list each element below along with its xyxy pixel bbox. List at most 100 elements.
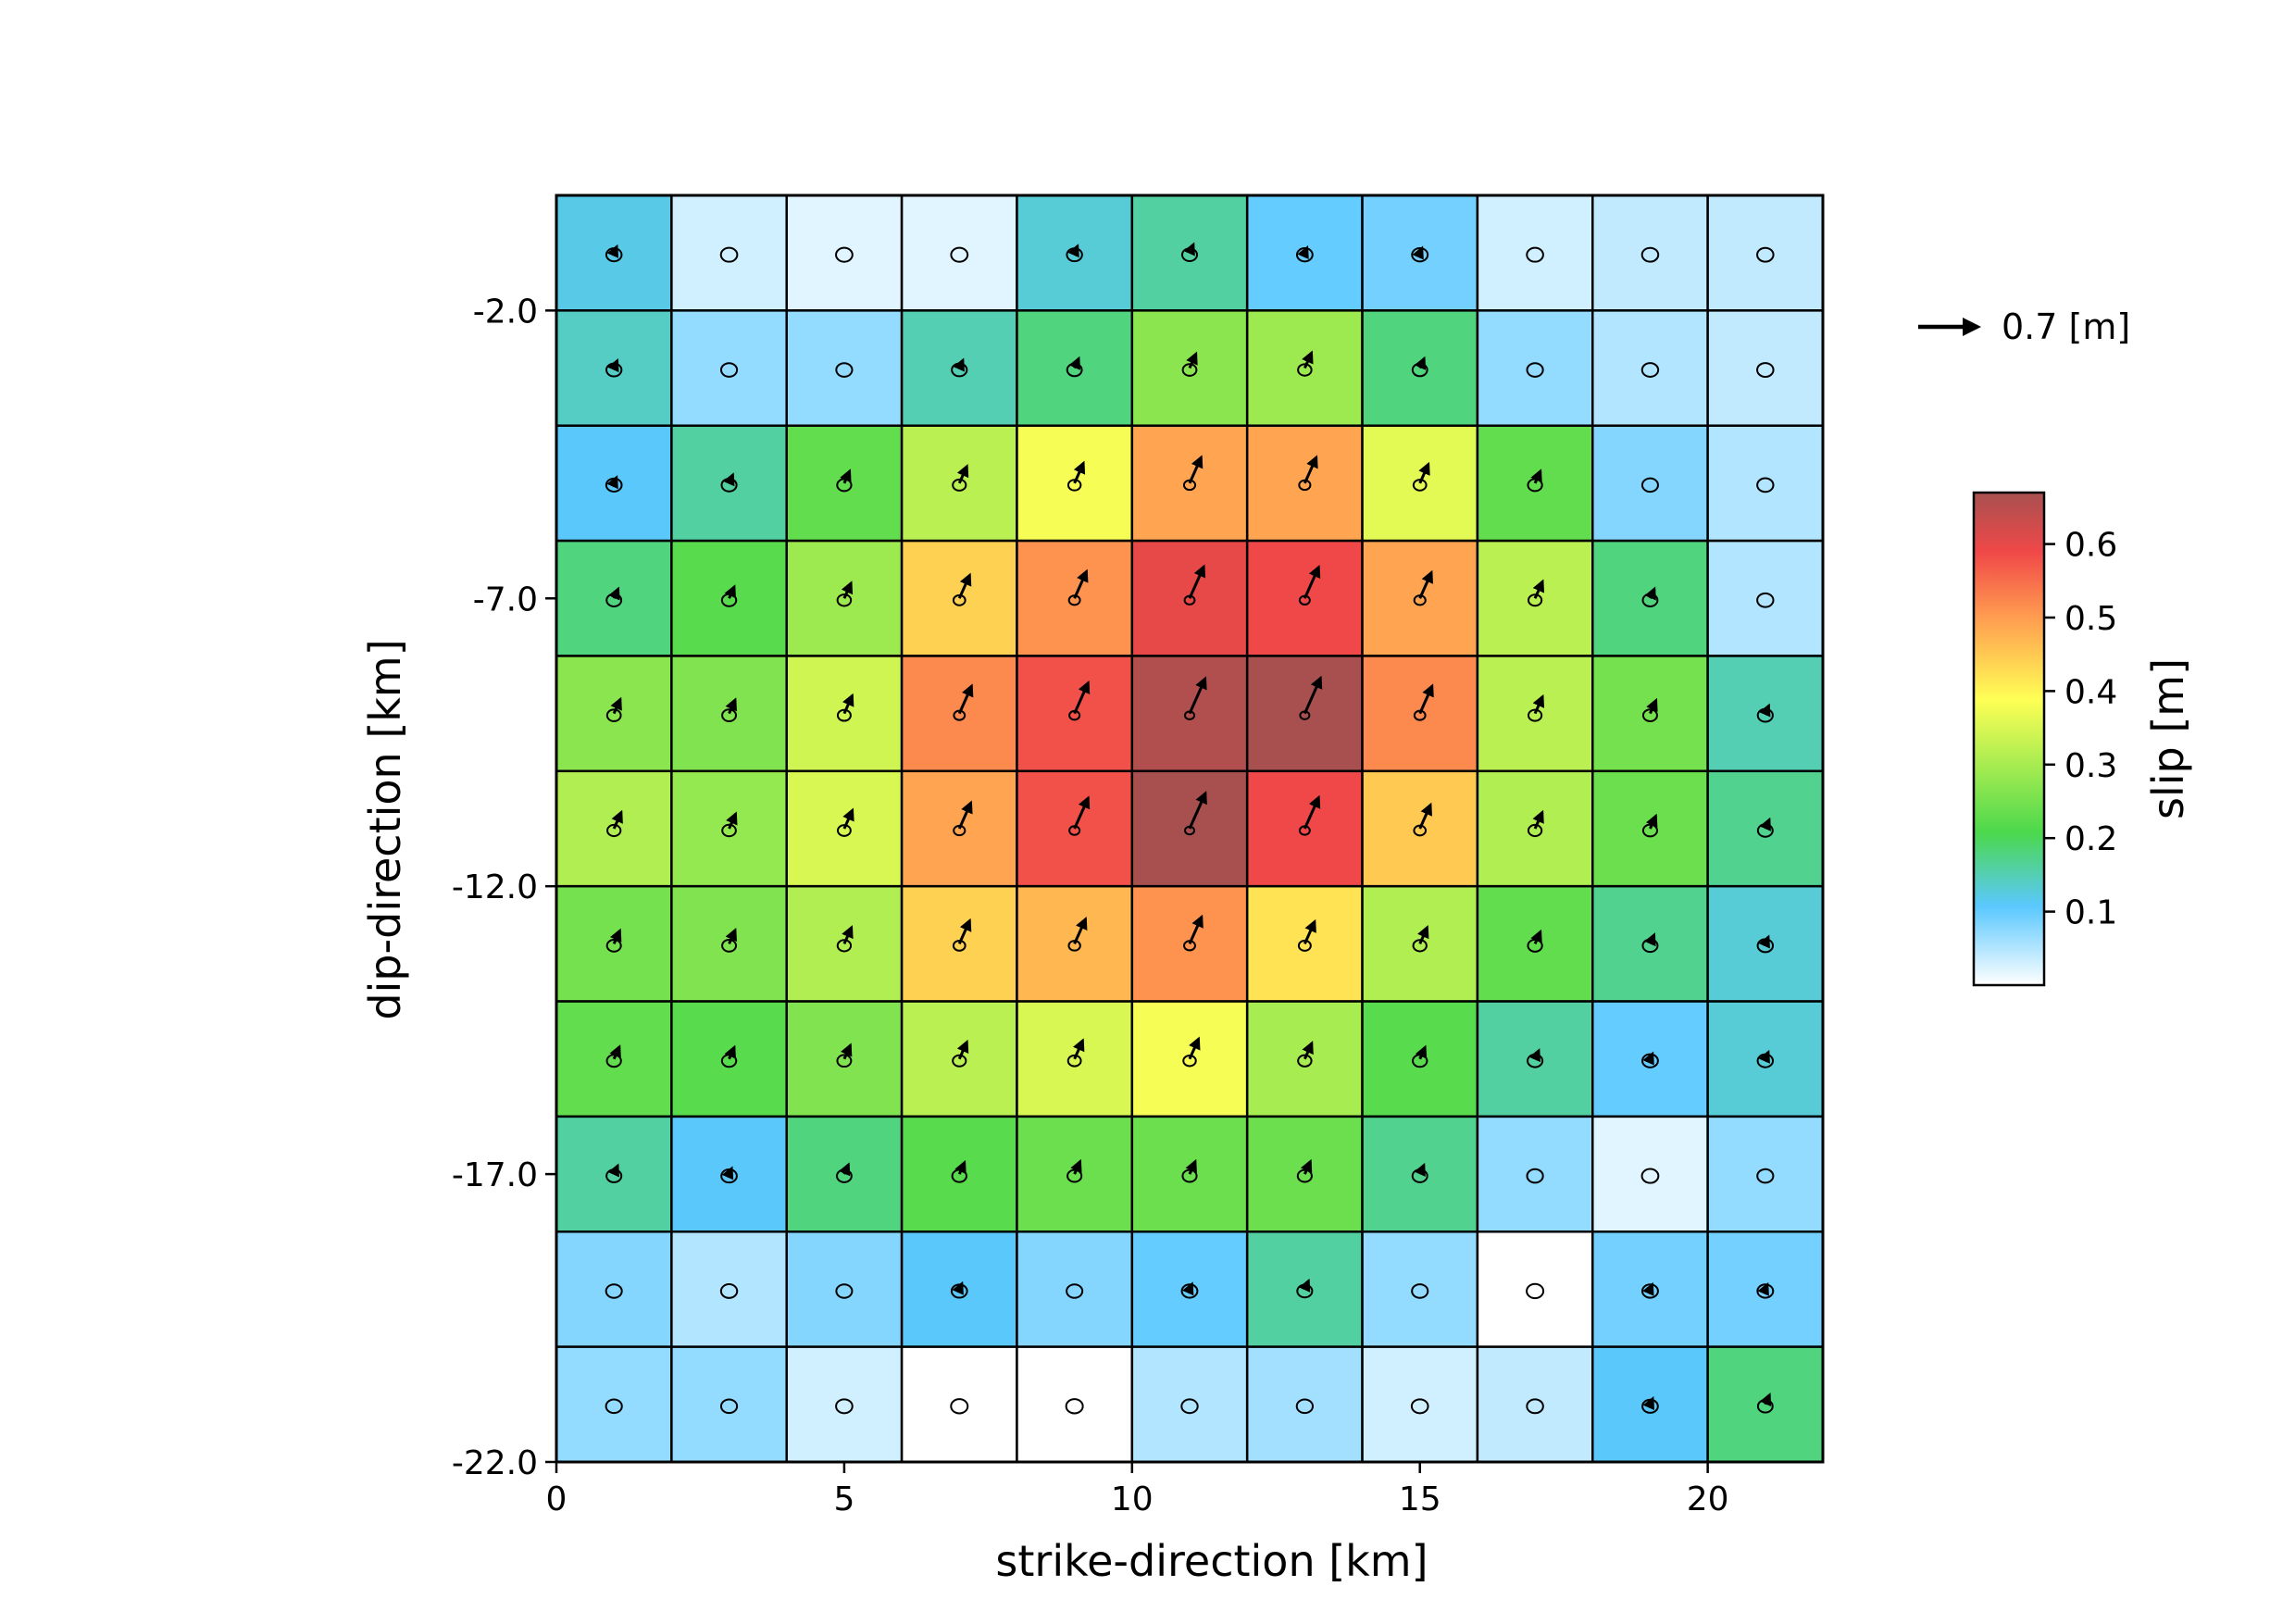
- slip-vector: [1186, 351, 1198, 369]
- heatmap-cell: [1476, 884, 1594, 1003]
- slip-vector: [838, 1162, 851, 1177]
- slip-vector: [606, 475, 618, 490]
- slip-vector: [724, 1044, 736, 1060]
- heatmap-cell: [1245, 539, 1364, 657]
- heatmap-cell: [1361, 1230, 1479, 1348]
- x-tick-label: 10: [1111, 1480, 1154, 1518]
- heatmap-cell: [1476, 1000, 1594, 1118]
- slip-ellipse: [1756, 246, 1775, 263]
- heatmap-cell: [555, 1230, 673, 1348]
- heatmap-cell: [1476, 769, 1594, 888]
- slip-vector: [1068, 356, 1080, 370]
- slip-vector: [1067, 244, 1079, 258]
- colorbar-label: slip [m]: [2143, 658, 2193, 819]
- slip-ellipse: [1640, 246, 1660, 263]
- slip-ellipse: [835, 246, 854, 263]
- slip-vector: [1644, 932, 1656, 947]
- heatmap-cell: [1245, 1230, 1364, 1348]
- slip-vector: [610, 696, 622, 715]
- slip-vector: [1298, 1278, 1311, 1293]
- slip-vector: [1303, 675, 1323, 715]
- slip-vector: [1073, 916, 1088, 944]
- slip-vectors: [605, 242, 1775, 1415]
- slip-ellipse: [1640, 1168, 1660, 1184]
- slip-vector: [1642, 1396, 1655, 1411]
- heatmap-cell: [1476, 309, 1594, 427]
- x-tick-label: 15: [1399, 1480, 1441, 1518]
- slip-vector: [606, 244, 619, 258]
- slip-vector: [1070, 1158, 1082, 1175]
- heatmap-cell: [1706, 1230, 1825, 1348]
- heatmap-cell: [900, 194, 1018, 312]
- slip-vector: [1297, 244, 1309, 260]
- slip-vector: [1188, 1036, 1201, 1060]
- heatmap-cell: [1016, 1230, 1134, 1348]
- slip-ellipse: [605, 1283, 623, 1299]
- slip-vector: [1418, 802, 1432, 830]
- slip-ellipse: [1526, 1168, 1544, 1184]
- slip-ellipse: [1640, 362, 1660, 378]
- heatmap-cell: [1361, 1345, 1479, 1464]
- slip-vector: [1073, 460, 1086, 484]
- slip-ellipse: [836, 708, 852, 722]
- slip-ellipse: [1066, 1054, 1082, 1068]
- y-axis-ticks: -2.0 -7.0 -12.0 -17.0 -22.0: [452, 293, 556, 1482]
- heatmap-cell: [1016, 1345, 1134, 1464]
- slip-vector: [1414, 1162, 1426, 1177]
- slip-vector: [607, 1163, 620, 1178]
- slip-vector: [611, 809, 623, 830]
- slip-ellipse: [606, 823, 622, 838]
- slip-ellipse: [1411, 1283, 1429, 1299]
- slip-ellipse: [1526, 362, 1544, 378]
- heatmap-cell: [785, 1230, 904, 1348]
- slip-vector: [1759, 703, 1771, 718]
- slip-ellipse: [836, 824, 852, 837]
- slip-ellipse: [1528, 593, 1543, 607]
- slip-ellipse: [1756, 477, 1775, 493]
- heatmap-cell: [670, 1230, 788, 1348]
- slip-ellipse: [1756, 592, 1775, 608]
- slip-ellipse: [952, 478, 967, 492]
- x-tick-label: 0: [546, 1480, 568, 1518]
- x-tick-label: 20: [1687, 1480, 1729, 1518]
- slip-vector: [840, 1043, 853, 1060]
- slip-vector: [956, 464, 969, 484]
- slip-vector: [1188, 914, 1204, 944]
- slip-vector: [721, 1166, 734, 1181]
- slip-vector: [1646, 813, 1658, 830]
- slip-vector: [957, 800, 973, 830]
- slip-vector: [1532, 693, 1545, 715]
- slip-vector: [1759, 1393, 1772, 1407]
- slip-vector: [840, 468, 852, 484]
- plot-frame: [555, 194, 1825, 1464]
- slip-vector: [1417, 925, 1429, 944]
- slip-ellipse: [1756, 1168, 1775, 1184]
- heatmap-cell: [1245, 884, 1364, 1003]
- slip-ellipse: [950, 1398, 969, 1415]
- slip-vector: [1758, 1049, 1770, 1064]
- slip-ellipse: [719, 362, 739, 378]
- slip-vector: [609, 928, 622, 944]
- y-axis-title: dip-direction [km]: [360, 639, 410, 1019]
- slip-vector: [1185, 1158, 1197, 1175]
- heatmap-cell: [1706, 309, 1825, 427]
- colorbar-tick-label: 0.6: [2064, 527, 2117, 565]
- slip-vector: [1300, 1158, 1313, 1175]
- heatmap-cell: [1706, 655, 1825, 773]
- slip-vector: [1642, 1281, 1654, 1296]
- slip-vector: [1530, 929, 1542, 944]
- slip-vector: [1532, 579, 1545, 599]
- heatmap-cell: [900, 1345, 1018, 1464]
- slip-ellipse: [835, 1398, 854, 1415]
- slip-ellipse: [1182, 1055, 1197, 1068]
- slip-ellipse: [719, 1398, 739, 1415]
- slip-vector: [1758, 934, 1770, 949]
- heatmap-cell: [1706, 194, 1825, 312]
- slip-ellipse: [1640, 477, 1659, 493]
- slip-vector: [608, 586, 620, 601]
- slip-vector: [1414, 356, 1427, 370]
- x-axis-title: strike-direction [km]: [995, 1536, 1428, 1586]
- slip-ellipse: [1526, 246, 1544, 263]
- slip-vector: [1303, 455, 1318, 484]
- heatmap-cell: [1476, 655, 1594, 773]
